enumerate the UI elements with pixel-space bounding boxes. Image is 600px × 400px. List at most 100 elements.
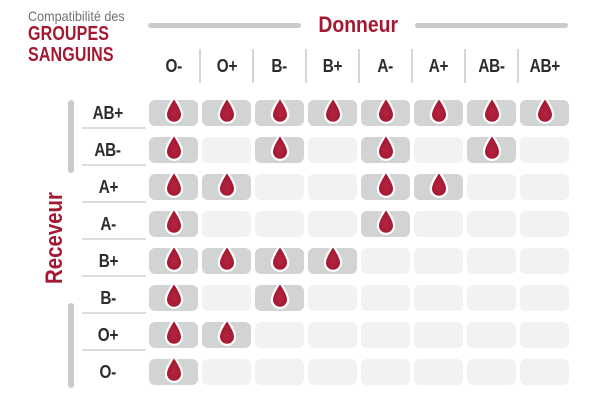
- grid-cell: [414, 169, 463, 200]
- grid-cell: [361, 285, 410, 311]
- recipient-label-AB-: AB-: [94, 139, 122, 160]
- grid-cell: [255, 174, 304, 200]
- grid-cell: [414, 285, 463, 311]
- grid-cell: [308, 359, 357, 385]
- grid-cell: [414, 322, 463, 348]
- recipient-axis-line-bottom: [68, 303, 74, 388]
- column-header-separator: [305, 49, 307, 83]
- column-header-separator: [411, 49, 413, 83]
- recipient-label-B+: B+: [98, 250, 118, 271]
- blood-drop-icon: [164, 243, 183, 273]
- grid-cell: [202, 359, 251, 385]
- title-kicker: Compatibilité des: [28, 8, 125, 24]
- blood-drop-icon: [323, 243, 342, 273]
- grid-cell: [414, 137, 463, 163]
- blood-drop-icon: [164, 354, 183, 384]
- grid-cell: [202, 169, 251, 200]
- grid-cell: [467, 359, 516, 385]
- recipient-label-A-: A-: [100, 213, 116, 234]
- blood-drop-icon: [217, 317, 236, 347]
- blood-drop-icon: [217, 243, 236, 273]
- grid-cell: [149, 354, 198, 385]
- grid-cell: [308, 243, 357, 274]
- recipient-label-AB+: AB+: [92, 102, 124, 123]
- donor-header-O+: O+: [216, 55, 237, 76]
- grid-cell: [361, 248, 410, 274]
- grid-cell: [361, 132, 410, 163]
- grid-cell: [414, 95, 463, 126]
- grid-cell: [467, 174, 516, 200]
- grid-cell: [467, 211, 516, 237]
- grid-cell: [202, 243, 251, 274]
- grid-cell: [414, 211, 463, 237]
- grid-cell: [361, 169, 410, 200]
- blood-drop-icon: [164, 317, 183, 347]
- recipient-label-B-: B-: [100, 287, 116, 308]
- grid-cell: [149, 132, 198, 163]
- blood-drop-icon: [376, 206, 395, 236]
- grid-cell: [520, 248, 569, 274]
- donor-header-AB-: AB-: [478, 55, 505, 76]
- grid-cell: [467, 322, 516, 348]
- grid-cell: [361, 206, 410, 237]
- donor-axis: Donneur: [148, 12, 569, 38]
- grid-cell: [149, 243, 198, 274]
- grid-cell: [255, 322, 304, 348]
- title-line-sanguins: SANGUINS: [28, 44, 114, 66]
- blood-drop-icon: [376, 95, 395, 125]
- grid-cell: [520, 95, 569, 126]
- donor-header-AB+: AB+: [529, 55, 560, 76]
- grid-cell: [202, 285, 251, 311]
- page-title: Compatibilité des GROUPES SANGUINS: [28, 8, 135, 66]
- grid-cell: [520, 174, 569, 200]
- blood-drop-icon: [482, 132, 501, 162]
- grid-cell: [255, 243, 304, 274]
- title-line-groupes: GROUPES: [28, 23, 110, 45]
- grid-cell: [149, 206, 198, 237]
- grid-cell: [308, 174, 357, 200]
- column-header-separator: [517, 49, 519, 83]
- grid-cell: [308, 211, 357, 237]
- grid-cell: [520, 359, 569, 385]
- blood-drop-icon: [535, 95, 554, 125]
- column-header-separator: [464, 49, 466, 83]
- recipient-axis-line-top: [68, 100, 74, 173]
- blood-drop-icon: [429, 95, 448, 125]
- recipient-axis-label: Receveur: [41, 192, 68, 284]
- grid-cell: [361, 95, 410, 126]
- grid-cell: [255, 280, 304, 311]
- blood-drop-icon: [270, 95, 289, 125]
- blood-drop-icon: [323, 95, 342, 125]
- grid-cell: [308, 285, 357, 311]
- donor-header-A+: A+: [428, 55, 449, 76]
- blood-drop-icon: [164, 95, 183, 125]
- grid-cell: [149, 169, 198, 200]
- donor-header-B-: B-: [271, 55, 288, 76]
- grid-cell: [467, 132, 516, 163]
- grid-cell: [467, 95, 516, 126]
- column-header-separator: [252, 49, 254, 83]
- grid-cell: [149, 280, 198, 311]
- grid-cell: [255, 211, 304, 237]
- grid-cell: [255, 359, 304, 385]
- blood-drop-icon: [376, 132, 395, 162]
- blood-drop-icon: [429, 169, 448, 199]
- blood-drop-icon: [217, 95, 236, 125]
- blood-drop-icon: [376, 169, 395, 199]
- grid-cell: [520, 137, 569, 163]
- grid-cell: [467, 248, 516, 274]
- blood-drop-icon: [164, 206, 183, 236]
- grid-cell: [414, 248, 463, 274]
- column-header-separator: [199, 49, 201, 83]
- donor-header-B+: B+: [322, 55, 343, 76]
- blood-drop-icon: [270, 132, 289, 162]
- grid-cell: [202, 137, 251, 163]
- blood-drop-icon: [270, 280, 289, 310]
- grid-cell: [255, 95, 304, 126]
- grid-cell: [361, 322, 410, 348]
- grid-cell: [149, 95, 198, 126]
- donor-axis-label: Donneur: [318, 12, 398, 37]
- grid-cell: [520, 211, 569, 237]
- grid-cell: [414, 359, 463, 385]
- grid-cell: [202, 95, 251, 126]
